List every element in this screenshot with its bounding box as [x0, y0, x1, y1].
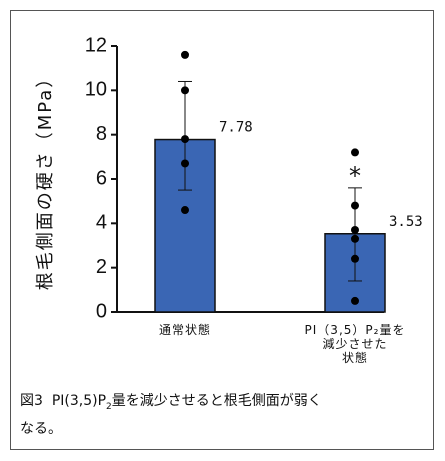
y-axis-label: 根毛側面の硬さ（MPa） [35, 68, 56, 291]
data-point [181, 86, 189, 95]
caption-line-2: なる。 [20, 420, 62, 437]
y-tick-label: 10 [85, 79, 107, 101]
data-point [181, 50, 189, 59]
data-point [351, 201, 359, 210]
x-category-label: 減少させた [322, 336, 387, 351]
y-tick-label: 6 [96, 167, 107, 189]
data-point [351, 148, 359, 157]
data-point [181, 206, 189, 215]
caption-prefix: 図3 [20, 393, 43, 409]
data-point [351, 296, 359, 305]
caption-subscript: 2 [106, 401, 112, 412]
data-point [181, 135, 189, 144]
y-tick-label: 8 [96, 123, 107, 145]
value-label: 7.78 [219, 120, 253, 136]
data-point [351, 234, 359, 243]
x-category-label: PI（3,5）P₂量を [305, 323, 406, 337]
x-category-label: 状態 [342, 350, 368, 365]
y-tick-label: 12 [85, 34, 107, 56]
data-point [351, 254, 359, 263]
figure-frame [10, 10, 434, 450]
figure-caption: 図3 PI(3,5)P2量を減少させると根毛側面が弱く なる。 [20, 390, 420, 440]
data-point [351, 225, 359, 234]
value-label: 3.53 [389, 214, 423, 230]
y-tick-label: 2 [96, 256, 107, 278]
caption-text-before: PI(3,5)P [51, 393, 107, 409]
y-tick-label: 4 [96, 212, 107, 234]
chart: 根毛側面の硬さ（MPa） 0 2 4 6 8 10 12 7.78 3.53 * 通常状態 PI（3,5… [35, 34, 423, 365]
significance-marker: * [349, 162, 361, 190]
y-tick-label: 0 [96, 300, 107, 322]
caption-text-after: 量を減少させると根毛側面が弱く [111, 393, 322, 409]
x-category-label: 通常状態 [159, 322, 211, 337]
data-point [181, 159, 189, 168]
